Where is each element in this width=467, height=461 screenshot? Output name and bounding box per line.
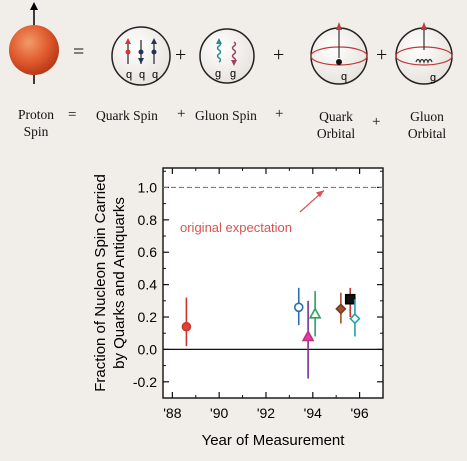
gluon-g2: g: [230, 68, 236, 80]
data-point-triangle: [308, 307, 322, 319]
y-tick-label: 0.8: [138, 212, 158, 228]
y-tick-label: -0.2: [133, 374, 157, 390]
y-tick-label: 0.4: [138, 277, 158, 293]
equals-sign-top: =: [73, 41, 85, 63]
data-point-square: [344, 293, 356, 305]
data-point-circle: [293, 302, 304, 313]
plus-sign-2: +: [273, 44, 285, 66]
y-tick-label: 0.0: [138, 341, 158, 357]
expectation-arrowhead: [316, 190, 324, 198]
plus-sign-3: +: [376, 44, 388, 66]
data-point-triangle: [301, 329, 315, 342]
quark-spin-sphere-icon: q q q: [111, 26, 171, 86]
plus-sign-5: +: [275, 106, 284, 122]
proton-sphere-icon: [9, 2, 59, 84]
gluon-spin-label: Gluon Spin: [195, 108, 257, 123]
quark-q2: q: [139, 69, 145, 81]
axes: -0.2 0.0 0.2 0.4 0.6 0.8 1.0 '88 '90 '92 '94 '96: [133, 168, 383, 421]
x-tick-label: '92: [257, 405, 275, 421]
x-tick-label: '90: [210, 405, 228, 421]
plot-area: [162, 167, 384, 399]
x-tick-label: '88: [163, 405, 181, 421]
y-tick-label: 0.6: [138, 244, 158, 260]
data-points: [181, 287, 361, 379]
y-axis-label-line1: Fraction of Nucleon Spin Carried: [92, 174, 109, 392]
data-point-diamond: [349, 313, 361, 325]
plus-sign-4: +: [177, 106, 186, 122]
quark-q3: q: [152, 69, 158, 81]
x-tick-label: '94: [304, 405, 322, 421]
proton-spin-label: Proton Spin: [17, 107, 54, 139]
gluon-orbital-sphere-icon: g: [395, 22, 453, 85]
y-tick-label: 1.0: [138, 179, 158, 195]
orbital-quark-q: q: [341, 71, 347, 83]
x-tick-label: '96: [350, 405, 368, 421]
plus-sign-1: +: [175, 44, 187, 66]
data-point-circle: [181, 321, 192, 332]
quark-orbital-sphere-icon: q: [310, 22, 368, 85]
gluon-orbital-label: Gluon Orbital: [407, 109, 447, 141]
gluon-g1: g: [215, 68, 221, 80]
x-axis-label: Year of Measurement: [202, 432, 346, 449]
reference-line-label: original expectation: [180, 220, 292, 235]
reference-lines: [163, 186, 383, 351]
y-tick-label: 0.2: [138, 309, 158, 325]
quark-orbital-label: Quark Orbital: [316, 109, 356, 141]
quark-q1: q: [126, 69, 132, 81]
equals-sign-bottom: =: [68, 107, 77, 123]
y-axis-label-line2: by Quarks and Antiquarks: [111, 197, 128, 369]
gluon-spin-sphere-icon: g g: [199, 28, 255, 84]
plot-frame: [162, 167, 384, 399]
data-point-diamond: [335, 303, 347, 315]
plus-sign-6: +: [372, 114, 381, 130]
orbital-gluon-g: g: [430, 72, 436, 84]
quark-spin-label: Quark Spin: [96, 108, 158, 123]
spin-equation-diagram: q q q g g q: [9, 2, 453, 86]
